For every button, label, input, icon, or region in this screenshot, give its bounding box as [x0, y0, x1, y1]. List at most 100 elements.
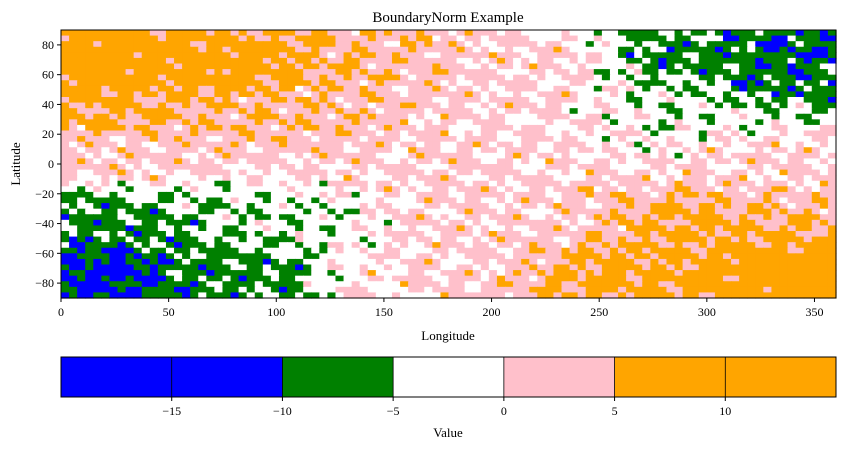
- heatmap-cell: [262, 236, 272, 243]
- heatmap-cell: [666, 158, 676, 165]
- heatmap-cell: [391, 35, 401, 42]
- heatmap-cell: [319, 175, 328, 182]
- heatmap-cell: [529, 236, 538, 243]
- heatmap-cell: [650, 164, 659, 171]
- heatmap-cell: [222, 225, 232, 232]
- heatmap-cell: [763, 80, 773, 87]
- heatmap-cell: [335, 152, 345, 160]
- heatmap-cell: [763, 253, 773, 260]
- heatmap-cell: [722, 214, 732, 221]
- heatmap-cell: [755, 197, 764, 204]
- heatmap-cell: [149, 46, 159, 53]
- heatmap-cell: [561, 275, 571, 282]
- heatmap-cell: [424, 136, 433, 143]
- heatmap-cell: [432, 35, 442, 42]
- heatmap-cell: [609, 102, 619, 109]
- heatmap-cell: [408, 91, 417, 98]
- heatmap-cell: [270, 225, 280, 232]
- heatmap-cell: [803, 258, 813, 266]
- heatmap-cell: [513, 247, 522, 254]
- heatmap-cell: [246, 52, 256, 59]
- heatmap-cell: [416, 152, 425, 160]
- heatmap-cell: [375, 253, 385, 260]
- heatmap-cell: [763, 69, 773, 76]
- heatmap-cell: [278, 152, 288, 160]
- heatmap-cell: [456, 69, 466, 76]
- heatmap-cell: [545, 203, 555, 210]
- heatmap-cell: [174, 85, 183, 93]
- heatmap-cell: [731, 91, 740, 98]
- heatmap-cell: [755, 242, 764, 249]
- heatmap-cell: [343, 46, 353, 53]
- heatmap-cell: [303, 69, 312, 76]
- heatmap-cell: [561, 258, 571, 266]
- heatmap-cell: [545, 74, 555, 81]
- heatmap-cell: [827, 41, 837, 48]
- heatmap-cell: [642, 91, 651, 98]
- heatmap-cell: [569, 85, 579, 93]
- heatmap-cell: [480, 169, 490, 176]
- heatmap-cell: [513, 158, 522, 165]
- heatmap-cell: [747, 102, 756, 109]
- heatmap-cell: [295, 30, 304, 37]
- heatmap-cell: [698, 286, 708, 294]
- heatmap-cell: [157, 253, 167, 260]
- heatmap-cell: [569, 80, 579, 87]
- heatmap-cell: [287, 247, 296, 254]
- heatmap-cell: [666, 141, 676, 148]
- heatmap-cell: [577, 275, 587, 282]
- heatmap-cell: [101, 219, 111, 227]
- heatmap-cell: [270, 164, 280, 171]
- heatmap-cell: [488, 102, 498, 109]
- heatmap-cell: [529, 247, 538, 254]
- heatmap-cell: [714, 197, 724, 204]
- heatmap-cell: [819, 158, 829, 165]
- heatmap-cell: [731, 253, 740, 260]
- heatmap-cell: [642, 208, 651, 215]
- heatmap-cell: [505, 69, 514, 76]
- heatmap-cell: [182, 41, 191, 48]
- heatmap-cell: [133, 102, 143, 109]
- heatmap-cell: [375, 136, 385, 143]
- heatmap-cell: [811, 63, 821, 70]
- heatmap-cell: [174, 136, 183, 143]
- heatmap-cell: [165, 141, 175, 148]
- heatmap-cell: [311, 124, 320, 132]
- x-tick-label: 100: [267, 305, 285, 319]
- heatmap-cell: [585, 197, 595, 204]
- heatmap-cell: [408, 208, 417, 215]
- heatmap-cell: [254, 180, 264, 187]
- heatmap-cell: [93, 69, 102, 76]
- heatmap-cell: [698, 175, 708, 182]
- heatmap-cell: [690, 91, 700, 98]
- heatmap-cell: [391, 158, 401, 165]
- heatmap-cell: [448, 281, 458, 288]
- heatmap-cell: [85, 219, 94, 227]
- heatmap-cell: [117, 136, 127, 143]
- heatmap-cell: [561, 214, 571, 221]
- heatmap-cell: [270, 286, 280, 294]
- heatmap-cell: [803, 97, 813, 104]
- heatmap-cell: [545, 52, 555, 59]
- heatmap-cell: [537, 169, 546, 176]
- heatmap-cell: [117, 258, 127, 266]
- heatmap-cell: [521, 52, 530, 59]
- heatmap-cell: [714, 30, 724, 37]
- heatmap-cell: [351, 197, 361, 204]
- heatmap-cell: [698, 69, 708, 76]
- heatmap-cell: [408, 119, 417, 126]
- heatmap-cell: [367, 236, 377, 243]
- heatmap-cell: [230, 169, 240, 176]
- heatmap-cell: [278, 236, 288, 243]
- heatmap-cell: [254, 264, 264, 271]
- heatmap-cell: [359, 214, 369, 221]
- heatmap-cell: [174, 242, 183, 249]
- heatmap-cell: [141, 191, 151, 199]
- heatmap-cell: [650, 35, 659, 42]
- heatmap-cell: [618, 191, 627, 199]
- heatmap-cell: [343, 63, 353, 70]
- heatmap-cell: [561, 113, 571, 120]
- heatmap-cell: [480, 292, 490, 299]
- heatmap-cell: [141, 136, 151, 143]
- heatmap-cell: [706, 175, 716, 182]
